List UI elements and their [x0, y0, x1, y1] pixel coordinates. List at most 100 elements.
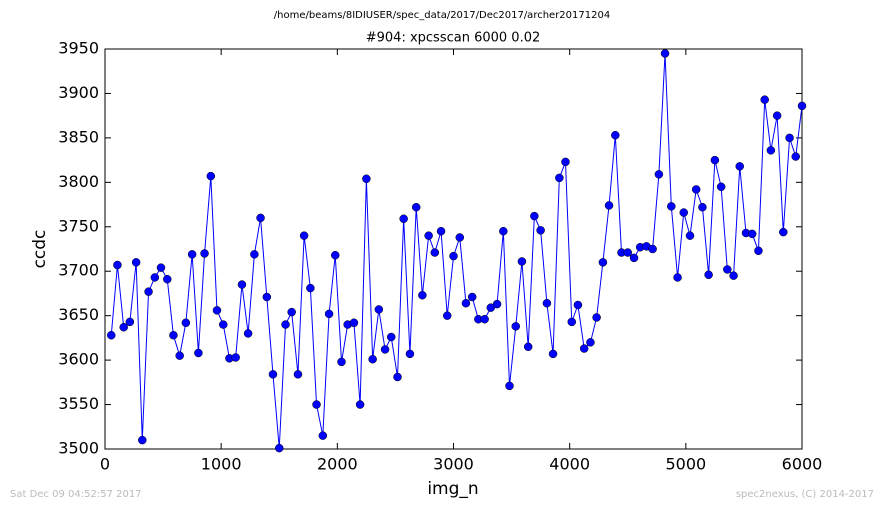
y-tick-label: 3600 [58, 350, 99, 369]
data-point [548, 349, 558, 359]
data-point [598, 258, 608, 267]
data-point [791, 152, 800, 161]
x-tick-label: 4000 [549, 455, 590, 474]
data-point [275, 443, 284, 453]
data-point [461, 298, 471, 308]
chart-title: #904: xpcsscan 6000 0.02 [366, 31, 541, 46]
data-point [144, 287, 153, 296]
data-point [107, 330, 116, 340]
y-tick-label: 3550 [58, 394, 99, 413]
data-point [380, 345, 390, 354]
data-point [250, 250, 259, 259]
data-point [579, 344, 589, 353]
data-point [125, 317, 135, 327]
data-point [499, 226, 508, 236]
data-point [418, 290, 427, 300]
data-point [467, 292, 477, 302]
data-point [337, 357, 346, 367]
data-point [200, 249, 209, 258]
footer-left: Sat Dec 09 04:52:57 2017 [10, 489, 142, 500]
data-point [175, 351, 184, 360]
data-point [256, 213, 265, 223]
data-point [206, 171, 216, 181]
data-point [505, 381, 514, 391]
y-tick-label: 3500 [58, 439, 99, 458]
data-point [169, 330, 178, 340]
data-point [629, 253, 639, 263]
data-point [592, 313, 601, 322]
data-point [163, 274, 172, 284]
data-point [623, 248, 632, 257]
data-point [324, 309, 334, 319]
data-point [181, 318, 191, 328]
data-point [704, 270, 713, 280]
data-point [455, 233, 465, 242]
data-point [772, 111, 782, 120]
data-point [691, 185, 701, 194]
data-point [306, 283, 315, 293]
data-point [760, 95, 769, 104]
data-point [716, 182, 726, 192]
footer-right: spec2nexus, (C) 2014-2017 [736, 489, 874, 500]
data-point [150, 273, 160, 282]
data-point [131, 258, 141, 267]
data-point [542, 298, 552, 308]
y-tick-label: 3950 [58, 39, 99, 58]
data-point [399, 214, 408, 224]
data-point [299, 231, 309, 240]
data-point [729, 271, 738, 280]
data-point [766, 146, 776, 155]
data-point [723, 265, 732, 274]
data-point [113, 260, 122, 270]
data-point [555, 173, 564, 183]
data-point [156, 263, 166, 272]
x-tick-label: 0 [100, 455, 110, 474]
data-point [797, 101, 807, 111]
x-tick-label: 6000 [782, 455, 823, 474]
y-tick-label: 3900 [58, 83, 99, 102]
data-point [405, 349, 415, 359]
data-point [212, 306, 222, 315]
data-point [231, 353, 240, 362]
data-point [573, 300, 583, 310]
data-point [536, 226, 545, 235]
data-point [411, 202, 421, 212]
data-point [442, 311, 452, 320]
y-tick-label: 3850 [58, 127, 99, 146]
data-point [312, 400, 321, 409]
data-point [654, 170, 664, 179]
data-point [611, 130, 620, 140]
data-point [281, 320, 290, 329]
data-line [110, 53, 803, 449]
data-point [660, 49, 670, 58]
data-point [747, 229, 757, 239]
data-point [362, 174, 371, 184]
y-axis-label: ccdc [30, 230, 50, 269]
data-point [368, 354, 377, 364]
data-point [138, 435, 147, 445]
x-tick-label: 5000 [665, 455, 706, 474]
data-point [604, 201, 614, 210]
data-point [430, 248, 440, 257]
data-point [287, 307, 296, 317]
data-point [393, 372, 402, 382]
plot-frame [104, 48, 803, 450]
data-point [517, 257, 527, 266]
data-point [355, 400, 365, 409]
data-point [679, 208, 688, 217]
y-tick-label: 3650 [58, 305, 99, 324]
data-point [119, 322, 128, 332]
data-point [187, 250, 197, 259]
data-point [567, 317, 577, 327]
data-point [318, 431, 328, 440]
data-point [436, 226, 446, 236]
x-axis-label: img_n [427, 479, 478, 499]
data-point [523, 342, 533, 352]
data-point [349, 318, 359, 328]
data-point [243, 329, 253, 338]
data-point [480, 314, 489, 324]
data-point [710, 155, 720, 165]
data-point [511, 322, 521, 331]
data-point [673, 273, 682, 282]
